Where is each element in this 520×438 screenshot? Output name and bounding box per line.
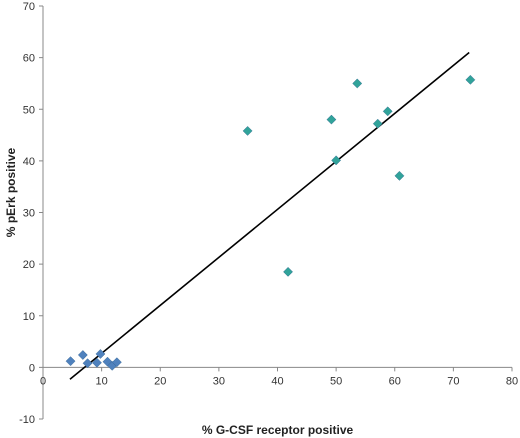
y-tick-label: 70 [23,1,35,13]
data-point [242,126,253,136]
data-point [92,357,102,368]
x-tick-label: 20 [154,375,166,387]
data-point [65,356,76,367]
y-tick-label: 0 [29,362,35,374]
data-point [111,357,122,368]
data-point [95,349,106,359]
data-point [77,350,88,360]
x-tick-label: 80 [506,375,518,387]
y-tick-label: 50 [23,104,35,116]
y-axis-title: % pErk positive [4,148,18,238]
y-tick-label: -10 [19,414,35,426]
x-tick-label: 30 [213,375,225,387]
data-point [352,78,363,89]
x-tick-label: 50 [330,375,342,387]
x-tick-label: 0 [40,375,46,387]
data-points [65,74,476,371]
trendline [69,51,470,380]
data-point [394,170,405,181]
trendline-group [69,51,470,380]
x-tick-label: 60 [389,375,401,387]
data-point [102,356,113,367]
data-point [326,114,337,125]
data-point [331,155,342,166]
y-tick-label: 60 [23,53,35,65]
x-tick-label: 70 [447,375,459,387]
x-tick-label: 10 [96,375,108,387]
data-point [82,358,93,369]
data-point [382,106,393,117]
y-axis-ticks: -10 0 10 20 30 40 50 60 70 [19,1,43,426]
data-point [465,74,476,85]
x-tick-label: 40 [271,375,283,387]
data-point [283,266,293,277]
axes [42,6,512,419]
x-axis-title: % G-CSF receptor positive [202,423,354,437]
y-tick-label: 30 [23,208,35,220]
y-tick-label: 40 [23,156,35,168]
y-tick-label: 20 [23,259,35,271]
data-point [372,118,383,129]
y-tick-label: 10 [23,311,35,323]
x-axis-ticks: 0 10 20 30 40 50 60 70 80 [40,367,518,387]
